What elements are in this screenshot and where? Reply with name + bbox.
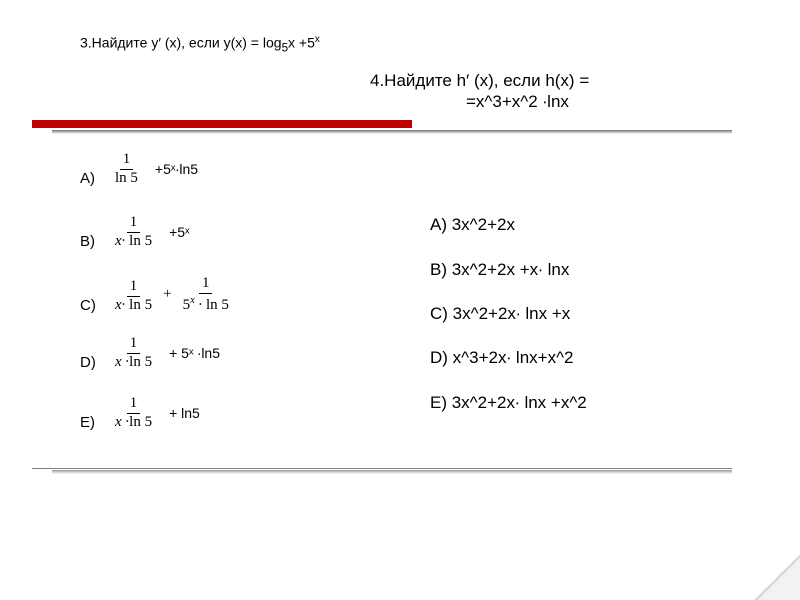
fraction-numerator: 1 [120, 152, 134, 170]
q4-option-e: E) 3x^2+2x∙ lnx +x^2 [430, 393, 587, 413]
fraction-denominator: x ∙ln 5 [112, 414, 155, 431]
q3-option-b: B) 1 x∙ ln 5 +5ˣ [80, 215, 190, 250]
fraction: 1 x ∙ln 5 [112, 336, 155, 371]
q4-option-d: D) x^3+2x∙ lnx+x^2 [430, 348, 574, 368]
q4-option-c: C) 3x^2+2x∙ lnx +x [430, 304, 570, 324]
fraction-denominator: x ∙ln 5 [112, 354, 155, 371]
q3-title-prefix: 3.Найдите y′ (x), если y(x) = log [80, 35, 282, 51]
fraction: 1 x∙ ln 5 [112, 279, 155, 314]
plus-sign: + [159, 286, 175, 303]
q4-title-line2: =x^3+x^2 ∙lnx [370, 91, 589, 112]
fraction-numerator: 1 [127, 215, 141, 233]
option-label: E) [80, 414, 108, 431]
fraction-numerator: 1 [127, 396, 141, 414]
q3-option-d: D) 1 x ∙ln 5 + 5ˣ ∙ln5 [80, 336, 220, 371]
option-tail: +5ˣ∙ln5 [145, 161, 198, 177]
fraction-numerator: 1 [127, 279, 141, 297]
option-tail: +5ˣ [159, 224, 190, 240]
fraction-denominator: 5x ∙ ln 5 [180, 294, 232, 314]
fraction: 1 ln 5 [112, 152, 141, 187]
separator-shadow [52, 130, 732, 134]
q3-option-c: C) 1 x∙ ln 5 + 1 5x ∙ ln 5 [80, 276, 236, 314]
q4-option-a: A) 3x^2+2x [430, 215, 515, 235]
footer-shadow [52, 470, 732, 474]
option-label: D) [80, 354, 108, 371]
fraction: 1 x ∙ln 5 [112, 396, 155, 431]
fraction-numerator: 1 [127, 336, 141, 354]
fraction-denominator: x∙ ln 5 [112, 233, 155, 250]
question-3-title: 3.Найдите y′ (x), если y(x) = log5x +5x [80, 34, 320, 54]
option-label: A) [80, 170, 108, 187]
fraction-numerator: 1 [199, 276, 213, 294]
question-4-title: 4.Найдите h′ (x), если h(x) = =x^3+x^2 ∙… [370, 70, 589, 113]
option-label: C) [80, 297, 108, 314]
q4-title-line1: 4.Найдите h′ (x), если h(x) = [370, 70, 589, 91]
title-separator [32, 120, 732, 138]
option-tail: + ln5 [159, 405, 200, 421]
footer-line [32, 468, 732, 469]
fraction: 1 5x ∙ ln 5 [180, 276, 232, 314]
slide: 3.Найдите y′ (x), если y(x) = log5x +5x … [0, 0, 800, 600]
footer-separator [32, 468, 732, 476]
option-label: B) [80, 233, 108, 250]
separator-red-bar [32, 120, 412, 128]
q3-title-mid: x +5 [288, 35, 315, 51]
fraction-denominator: x∙ ln 5 [112, 297, 155, 314]
q3-title-sup: x [315, 34, 320, 45]
q4-option-b: B) 3x^2+2x +x∙ lnx [430, 260, 569, 280]
fraction-denominator: ln 5 [112, 170, 141, 187]
fraction: 1 x∙ ln 5 [112, 215, 155, 250]
page-curl-icon [754, 554, 800, 600]
q3-option-a: A) 1 ln 5 +5ˣ∙ln5 [80, 152, 198, 187]
option-tail: + 5ˣ ∙ln5 [159, 345, 220, 361]
q3-option-e: E) 1 x ∙ln 5 + ln5 [80, 396, 200, 431]
